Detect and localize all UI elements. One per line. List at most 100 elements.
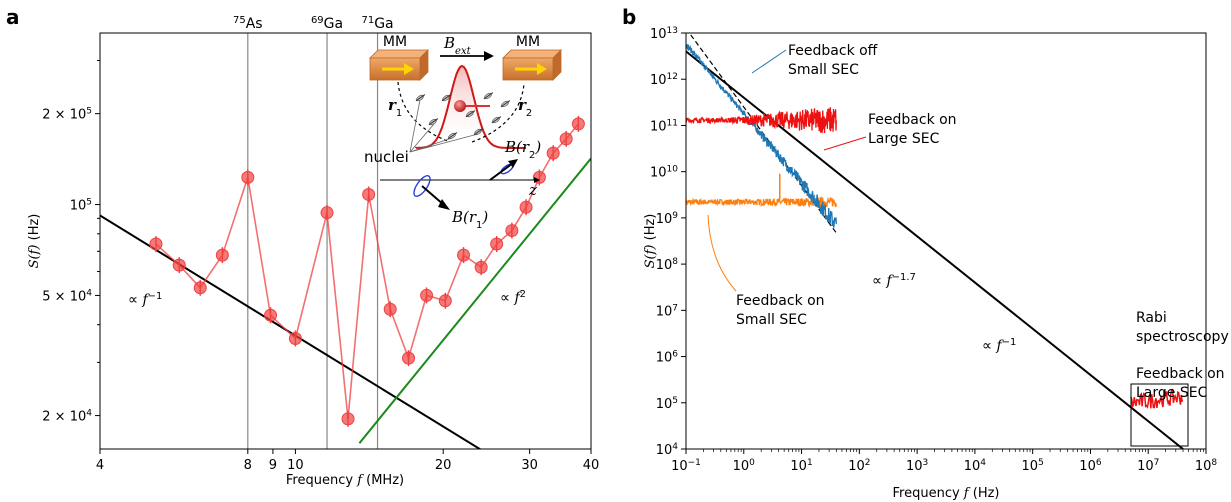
electron-dot [454, 100, 466, 112]
panel-a-ylabel: S(f) (Hz) [27, 214, 42, 269]
b-xtick-label-5: 104 [964, 458, 987, 474]
panel-b-series [686, 43, 1184, 409]
panel-a-fit-labels: ∝ f−1 ∝ f2 [128, 289, 526, 309]
isotope-label-0: 75As [233, 15, 263, 33]
b-xtick-label-9: 108 [1195, 458, 1218, 474]
panel-a-inset: MM MM Bext r1 r2 nuclei z B(r1) B(r2) [364, 34, 562, 231]
b-xtick-label-3: 102 [848, 458, 870, 474]
b-series-rabi [1130, 388, 1184, 409]
panel-b-xlabel: Frequency f (Hz) [893, 486, 1000, 501]
bext-label: Bext [443, 34, 472, 57]
a-fit-label-1: ∝ f2 [500, 289, 526, 307]
b-xtick-label-2: 101 [790, 458, 812, 474]
isotope-label-2: 71Ga [361, 15, 393, 33]
nucleus-spin-6 [441, 94, 452, 102]
b-label-feedback-on-small: Feedback on Small SEC [736, 293, 825, 328]
a-data-point-4 [241, 170, 255, 184]
b-ytick-label-6: 1010 [650, 165, 678, 181]
bext-arrowhead [484, 51, 494, 61]
a-data-point-6 [288, 332, 302, 346]
isotope-label-1: 69Ga [311, 15, 343, 33]
panel-a-ticks: 4 8 9 10 20 30 40 2 × 104 5 × 104 105 2 × 105 [42, 59, 600, 473]
b-series-feedback-on-large [686, 107, 837, 134]
b-ytick-label-2: 106 [656, 350, 679, 366]
b-xtick-label-1: 100 [733, 458, 756, 474]
b-leader-orange [707, 214, 737, 292]
a-data-point-5 [264, 308, 278, 322]
a-data-point-20 [546, 146, 560, 160]
a-data-point-7 [320, 206, 334, 220]
a-data-point-16 [490, 237, 504, 251]
b-ytick-label-1: 105 [656, 396, 678, 412]
nucleus-spin-7 [465, 110, 476, 118]
a-data-point-13 [438, 294, 452, 308]
b-ytick-label-5: 109 [656, 211, 679, 227]
nuclei-label: nuclei [364, 148, 409, 166]
b-leader-red [823, 136, 867, 151]
a-data-point-15 [474, 260, 488, 274]
nuclei-leader-1 [409, 123, 435, 153]
a-xtick-label-1: 8 [244, 458, 252, 473]
a-xtick-label-3: 10 [287, 458, 304, 473]
magnet-label-0: MM [383, 34, 407, 50]
b-r1-arrowhead [438, 199, 450, 210]
b-fit-label-solid: ∝ f−1 [982, 337, 1016, 355]
a-ytick-label-0: 2 × 104 [42, 409, 92, 425]
panel-a-xlabel: Frequency f (MHz) [286, 473, 404, 488]
a-data-point-10 [383, 302, 397, 316]
nucleus-spin-1 [428, 118, 439, 126]
a-ytick-label-3: 2 × 105 [42, 107, 92, 123]
nuclei-leader-2 [409, 137, 453, 153]
b-label-rabi-feedback: Feedback on Large SEC [1136, 366, 1225, 401]
r1-label: r1 [388, 96, 402, 119]
a-data-point-2 [193, 281, 207, 295]
b-fit-label-dashed: ∝ f−1.7 [872, 272, 916, 290]
z-label: z [528, 181, 537, 199]
a-xtick-label-0: 4 [96, 458, 104, 473]
b-r1-label: B(r1) [451, 208, 488, 231]
magnet-0: MM [369, 34, 429, 81]
b-xtick-label-0: 10−1 [671, 458, 701, 474]
b-ytick-label-9: 1013 [650, 26, 678, 42]
a-ytick-label-1: 5 × 104 [42, 288, 92, 304]
b-label-feedback-on-large: Feedback on Large SEC [868, 112, 957, 147]
trajectory-right [471, 83, 525, 143]
a-data-point-11 [402, 351, 416, 365]
a-data-point-9 [362, 187, 376, 201]
r2-label: r2 [518, 96, 532, 119]
b-label-rabi: Rabi spectroscopy [1136, 310, 1229, 345]
b-ytick-label-8: 1012 [650, 72, 678, 88]
isotope-lines [247, 33, 379, 449]
panel-b-chart: 10−1 100 101 102 103 104 105 106 107 108 104 105 106… [643, 26, 1229, 501]
b-label-feedback-off-small: Feedback off Small SEC [788, 43, 878, 78]
b-xtick-label-6: 105 [1022, 458, 1044, 474]
a-data-point-18 [519, 200, 533, 214]
b-xtick-label-7: 106 [1079, 458, 1102, 474]
nucleus-spin-3 [473, 128, 484, 136]
trajectory-left [397, 81, 451, 143]
a-data-point-14 [457, 248, 471, 262]
b-r2-arrowhead [508, 159, 518, 168]
a-data-point-21 [559, 132, 573, 146]
b-ytick-label-0: 104 [656, 442, 679, 458]
a-data-point-12 [420, 288, 434, 302]
panel-b-ylabel: S(f) (Hz) [643, 214, 658, 269]
panel-b-annotations: Feedback off Small SEC Feedback on Large SE… [707, 43, 1229, 447]
b-ytick-label-4: 108 [656, 257, 679, 273]
b-ytick-label-7: 1011 [650, 118, 678, 134]
isotope-labels: 75As 69Ga 71Ga [233, 15, 394, 33]
a-data-point-8 [341, 412, 355, 426]
a-series-line [155, 123, 580, 419]
a-xtick-label-5: 30 [521, 458, 538, 473]
b-fit-line-0 [686, 50, 1184, 449]
magnet-label-1: MM [516, 34, 540, 50]
nucleus-spin-5 [483, 92, 494, 100]
nucleus-spin-0 [415, 94, 426, 102]
panel-b-frame [685, 32, 1207, 450]
nucleus-spin-8 [500, 100, 511, 108]
a-xtick-label-6: 40 [583, 458, 600, 473]
nucleus-spin-4 [491, 116, 502, 124]
a-xtick-label-2: 9 [269, 458, 277, 473]
